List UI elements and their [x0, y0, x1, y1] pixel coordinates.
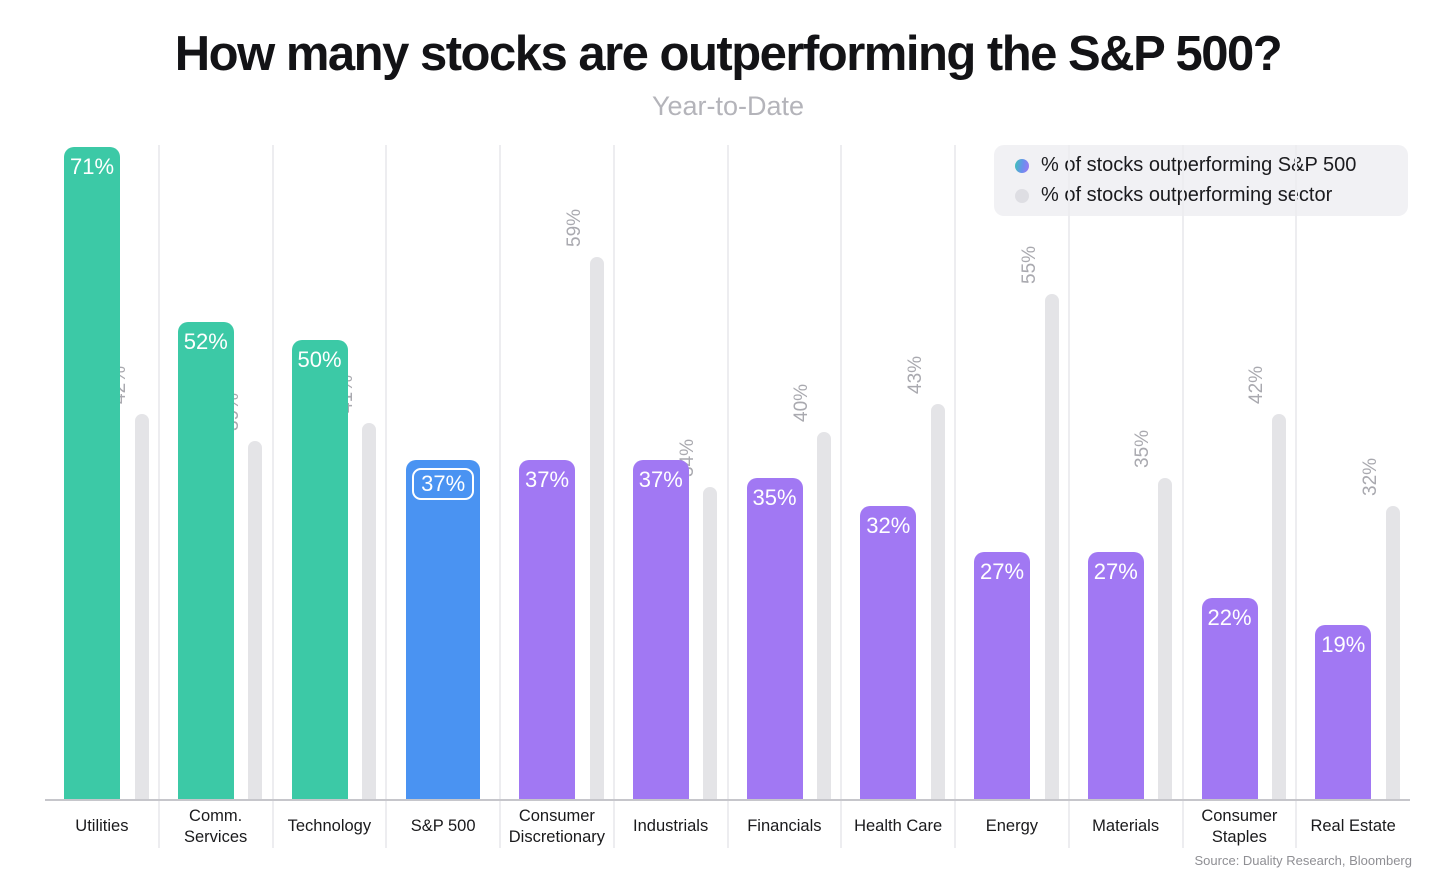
bar-value-financials: 35%	[752, 485, 797, 510]
bar-value-comm-services: 52%	[183, 329, 228, 354]
gridline	[612, 145, 615, 848]
bar-value-industrials: 37%	[638, 467, 683, 492]
x-axis-label-comm-services: Comm. Services	[183, 806, 248, 846]
gridline	[840, 145, 843, 848]
x-axis-label-utilities: Utilities	[75, 817, 129, 836]
gray-dot-icon	[1015, 188, 1029, 203]
bar-technology: 50%	[291, 340, 348, 800]
legend-item-sp500: % of stocks outperforming S&P 500	[1015, 154, 1408, 177]
gridline	[1067, 145, 1070, 848]
bar-energy: 27%	[974, 552, 1030, 800]
x-axis-label-s-p-500: S&P 500	[410, 817, 476, 836]
x-axis-label-technology: Technology	[287, 817, 372, 836]
bar-value-materials: 27%	[1093, 559, 1138, 584]
bar-financials: 35%	[746, 478, 803, 800]
x-axis-label-industrials: Industrials	[633, 817, 709, 836]
bar-value-real-estate: 19%	[1321, 632, 1366, 657]
sector-bar-financials	[817, 432, 831, 800]
bar-real-estate: 19%	[1315, 625, 1372, 800]
x-axis-label-health-care: Health Care	[854, 817, 943, 836]
bar-value-consumer-discretionary: 37%	[524, 467, 570, 492]
bar-value-health-care: 32%	[866, 513, 911, 538]
legend-label: % of stocks outperforming sector	[1041, 184, 1333, 206]
bar-value-s-p-500: 37%	[412, 468, 475, 500]
sector-bar-health-care	[930, 404, 945, 800]
x-axis-label-materials: Materials	[1092, 817, 1160, 836]
bar-value-consumer-staples: 22%	[1207, 605, 1252, 630]
bar-utilities: 71%	[64, 147, 120, 800]
source-credit: Source: Duality Research, Bloomberg	[1194, 853, 1413, 868]
sector-bar-value-consumer-staples: 42%	[1246, 365, 1267, 404]
bar-value-utilities: 71%	[69, 154, 115, 179]
bar-health-care: 32%	[860, 506, 917, 800]
sector-bar-consumer-discretionary	[589, 257, 604, 800]
sector-bar-value-health-care: 43%	[904, 355, 926, 394]
x-axis-label-real-estate: Real Estate	[1310, 817, 1396, 836]
sector-bar-consumer-staples	[1272, 414, 1286, 800]
legend-item-sector: % of stocks outperforming sector	[1015, 184, 1408, 207]
gridline	[1295, 145, 1298, 848]
bar-s-p-500: 37%	[406, 460, 481, 800]
bar-comm-services: 52%	[177, 322, 234, 800]
chart-title: How many stocks are outperforming the S&…	[174, 27, 1283, 81]
x-axis-label-consumer-discretionary: Consumer Discretionary	[508, 806, 606, 846]
x-axis-line	[45, 799, 1410, 801]
x-axis-label-financials: Financials	[747, 817, 822, 836]
sector-bar-energy	[1044, 294, 1059, 800]
legend-label: % of stocks outperforming S&P 500	[1041, 154, 1357, 176]
sector-bar-value-consumer-discretionary: 59%	[563, 208, 585, 247]
sector-bar-value-financials: 40%	[791, 383, 812, 422]
legend: % of stocks outperforming S&P 500 % of s…	[994, 145, 1408, 216]
gradient-dot-icon	[1015, 158, 1029, 173]
gridline	[499, 145, 501, 848]
sector-bar-value-materials: 35%	[1132, 429, 1154, 468]
sector-bar-comm-services	[248, 441, 263, 800]
bar-value-technology: 50%	[297, 347, 342, 372]
bar-value-energy: 27%	[979, 559, 1025, 584]
bar-materials: 27%	[1087, 552, 1144, 800]
gridline	[157, 145, 160, 848]
gridline	[954, 145, 956, 848]
sector-bar-real-estate	[1385, 506, 1400, 800]
x-axis-label-energy: Energy	[985, 817, 1039, 836]
sector-bar-technology	[362, 423, 376, 800]
gridline	[385, 145, 388, 848]
bar-consumer-staples: 22%	[1201, 598, 1258, 800]
sector-bar-value-real-estate: 32%	[1359, 457, 1381, 496]
chart-subtitle: Year-to-Date	[651, 91, 805, 121]
gridline	[271, 145, 274, 848]
sector-bar-value-energy: 55%	[1018, 245, 1040, 284]
sector-bar-materials	[1158, 478, 1173, 800]
bar-industrials: 37%	[632, 460, 689, 800]
gridline	[726, 145, 729, 848]
x-axis-label-consumer-staples: Consumer Staples	[1201, 806, 1278, 846]
sector-bar-industrials	[703, 487, 718, 800]
gridline	[1181, 145, 1184, 848]
bar-consumer-discretionary: 37%	[519, 460, 575, 800]
sector-bar-utilities	[134, 414, 149, 800]
